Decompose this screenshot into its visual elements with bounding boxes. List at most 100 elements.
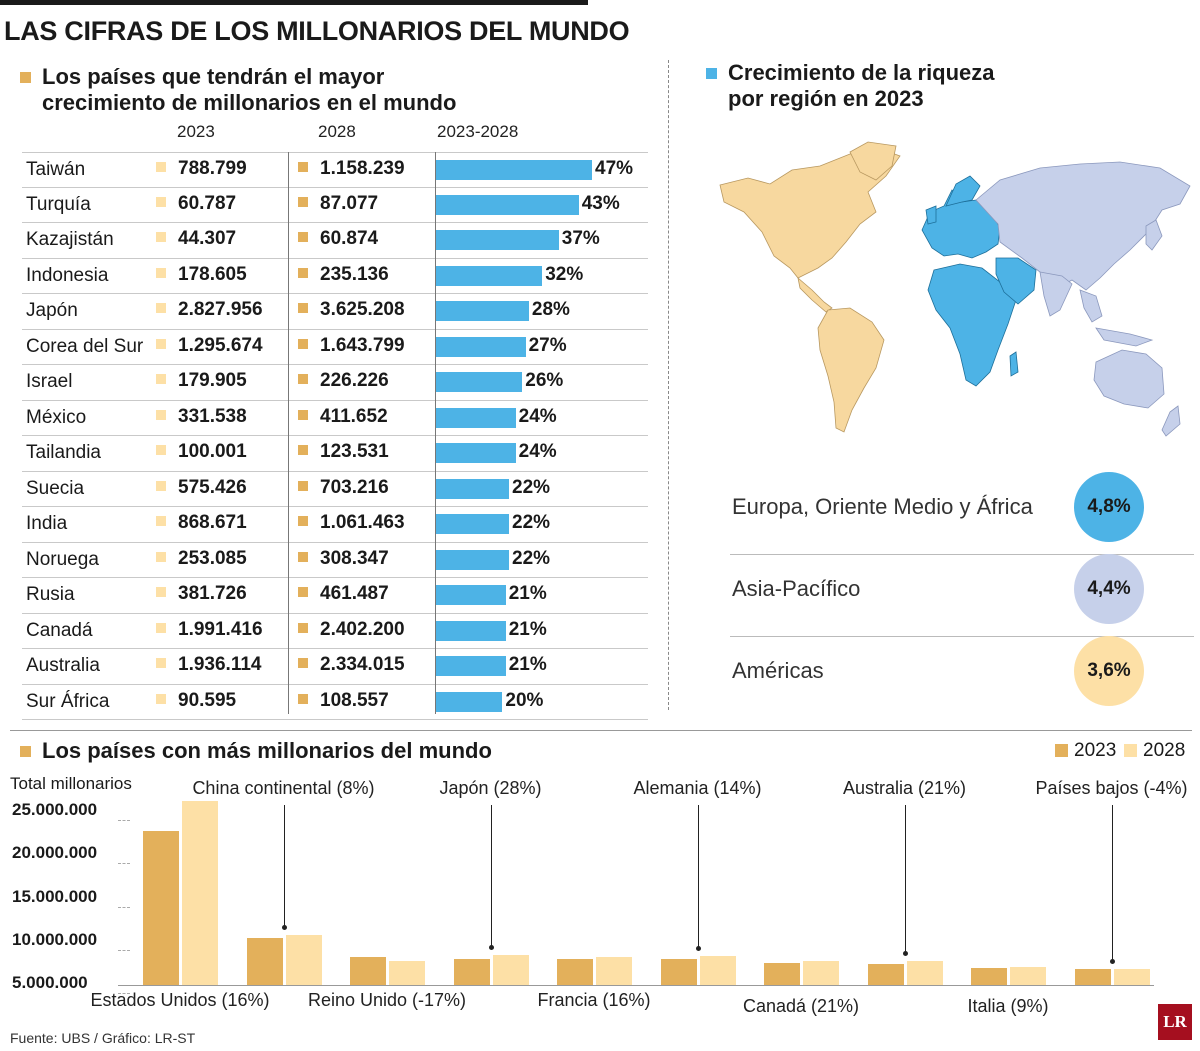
map-madagascar: [1009, 351, 1019, 377]
value-2028: 3.625.208: [298, 299, 405, 321]
value-2028-text: 2.334.015: [320, 654, 405, 675]
legend-swatch-2023: [1055, 744, 1068, 757]
swatch-2023-icon: [156, 516, 166, 526]
region-separator: [730, 636, 1194, 637]
growth-bar: [436, 691, 503, 712]
region-item: Américas 3,6%: [730, 630, 1160, 714]
value-2023-text: 179.905: [178, 370, 247, 391]
table-title-line1: Los países que tendrán el mayor: [42, 64, 385, 89]
value-2028-text: 1.643.799: [320, 334, 405, 356]
category-label: Reino Unido (-17%): [307, 990, 467, 1010]
country-name: Taiwán: [26, 159, 86, 180]
y-axis-title: Total millonarios: [10, 774, 132, 793]
swatch-2023-icon: [156, 551, 166, 562]
bar-2023: [246, 938, 283, 985]
top-rule: [0, 0, 588, 5]
value-2028: 1.158.239: [298, 158, 405, 180]
table-row: Noruega 253.085 308.347 22%: [22, 543, 648, 578]
map-australia: [1093, 349, 1165, 409]
label-leader-dot: [1109, 959, 1115, 965]
bar-2023: [867, 964, 904, 985]
value-2023: 90.595: [156, 690, 236, 712]
map-japan: [1145, 219, 1163, 251]
chart-baseline: [118, 985, 1154, 986]
label-leader-line: [697, 805, 699, 949]
growth-bar: [436, 265, 543, 286]
value-2028-text: 108.557: [320, 689, 389, 711]
col-head-2028: 2028: [318, 122, 356, 141]
value-2023-text: 100.001: [178, 441, 247, 462]
value-2028-text: 308.347: [320, 547, 389, 569]
swatch-2023-icon: [156, 374, 166, 384]
value-2023: 575.426: [156, 477, 247, 499]
legend-2023: 2023: [1055, 740, 1116, 762]
value-2023: 100.001: [156, 441, 247, 463]
section-divider: [668, 60, 669, 710]
growth-bar: [436, 194, 579, 215]
section-marker-icon: [20, 746, 31, 757]
category-label: Estados Unidos (16%): [90, 990, 270, 1010]
swatch-2028-icon: [298, 622, 308, 633]
value-2023-text: 60.787: [178, 192, 237, 214]
country-name: Suecia: [26, 477, 85, 499]
bar-2023: [660, 958, 697, 985]
table-section-title: Los países que tendrán el mayor crecimie…: [20, 64, 456, 116]
swatch-2028-icon: [298, 516, 308, 526]
swatch-2023-icon: [156, 480, 166, 491]
swatch-2028-icon: [298, 338, 308, 349]
table-row: Tailandia 100.001 123.531 24%: [22, 436, 648, 472]
section-marker-icon: [706, 68, 717, 79]
chart-title: Los países con más millonarios del mundo: [42, 738, 492, 763]
growth-label: 43%: [581, 192, 620, 214]
bar-2028: [1113, 969, 1150, 985]
country-name: Sur África: [26, 690, 110, 712]
growth-label: 27%: [528, 334, 567, 356]
value-2023-text: 90.595: [178, 689, 237, 711]
value-2023: 1.936.114: [156, 654, 261, 676]
growth-label: 21%: [508, 618, 547, 640]
value-2023-text: 253.085: [178, 547, 247, 569]
table-row: Kazajistán 44.307 60.874 37%: [22, 223, 648, 259]
table-row: Turquía 60.787 87.077 43%: [22, 188, 648, 223]
region-item: Europa, Oriente Medio y África 4,8%: [730, 466, 1160, 550]
value-2028: 87.077: [298, 193, 378, 215]
swatch-2023-icon: [156, 303, 166, 313]
region-name: Europa, Oriente Medio y África: [732, 494, 1033, 519]
label-leader-dot: [695, 946, 701, 952]
growth-bar: [436, 656, 506, 676]
value-2023: 179.905: [156, 370, 247, 392]
table-row: Japón 2.827.956 3.625.208 28%: [22, 294, 648, 330]
bar-axis-line: [435, 152, 436, 714]
swatch-2028-icon: [298, 232, 308, 242]
table-row: México 331.538 411.652 24%: [22, 401, 648, 436]
swatch-2028-icon: [298, 693, 308, 704]
map-southeast-asia: [1079, 289, 1154, 347]
value-2028: 411.652: [298, 406, 388, 428]
country-name: Turquía: [26, 193, 91, 215]
growth-bar: [436, 620, 506, 641]
country-name: India: [26, 513, 68, 534]
growth-label: 24%: [518, 441, 557, 462]
value-2023: 788.799: [156, 158, 247, 180]
value-2028: 308.347: [298, 548, 389, 570]
legend-2028: 2028: [1124, 740, 1185, 762]
lr-logo: LR: [1158, 1004, 1192, 1040]
table-row: Taiwán 788.799 1.158.239 47%: [22, 152, 648, 188]
value-2028: 235.136: [298, 264, 389, 286]
bar-2028: [285, 934, 322, 985]
y-tick-label: 15.000.000: [12, 886, 98, 906]
label-leader-line: [1111, 805, 1113, 962]
bar-2023: [453, 958, 490, 985]
y-tick-label: 25.000.000: [12, 800, 98, 819]
map-asia: [975, 161, 1191, 291]
swatch-2028-icon: [298, 267, 308, 278]
label-leader-line: [283, 805, 285, 927]
bar-2028: [1010, 967, 1046, 985]
map-africa: [927, 263, 1017, 387]
growth-bar: [436, 336, 526, 357]
country-name: México: [26, 406, 87, 428]
value-2028-text: 123.531: [320, 441, 389, 462]
col-head-growth: 2023-2028: [437, 122, 519, 141]
growth-label: 22%: [512, 512, 551, 533]
region-name: Américas: [732, 658, 824, 683]
